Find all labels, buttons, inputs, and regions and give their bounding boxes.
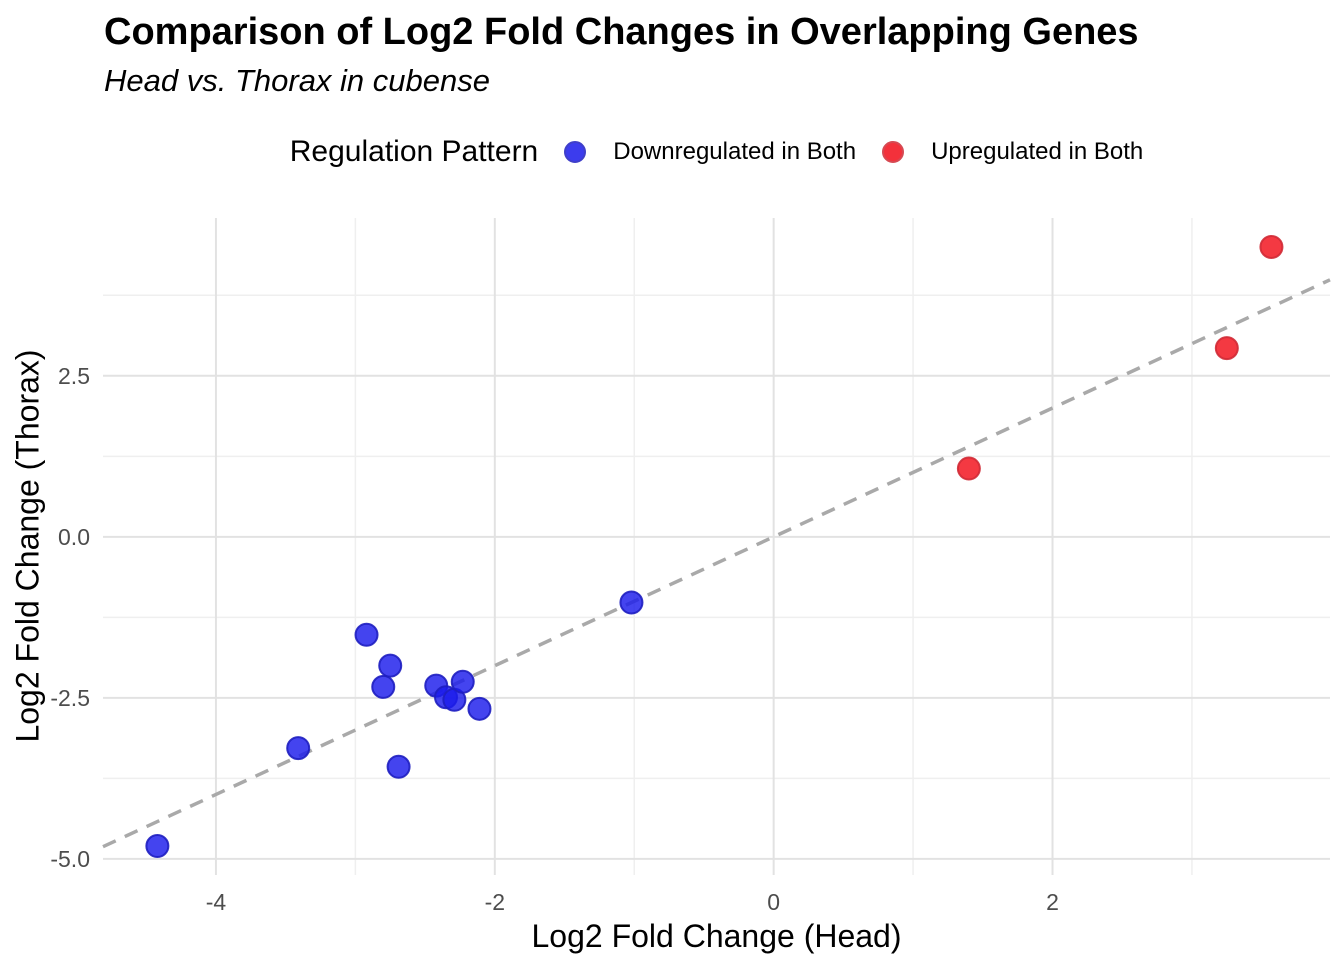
chart-subtitle: Head vs. Thorax in cubense [104, 63, 490, 98]
x-tick-label: -2 [485, 889, 505, 915]
data-point-downregulated [619, 590, 644, 615]
legend-title: Regulation Pattern [289, 135, 539, 168]
data-point-upregulated [956, 456, 981, 481]
data-point-upregulated [1214, 336, 1239, 361]
legend-item-upregulated: Upregulated in Both [882, 138, 1143, 166]
legend: Regulation Pattern Downregulated in Both… [103, 130, 1330, 174]
x-tick-label: 2 [1046, 889, 1059, 915]
data-point-upregulated [1259, 234, 1284, 259]
data-point-downregulated [354, 622, 379, 647]
data-point-downregulated [467, 696, 492, 721]
legend-item-downregulated: Downregulated in Both [564, 138, 856, 166]
y-tick-label: -5.0 [50, 846, 90, 872]
data-point-downregulated [145, 834, 170, 859]
legend-swatch-downregulated-icon [564, 141, 587, 163]
data-point-downregulated [386, 754, 411, 779]
legend-swatch-upregulated-icon [882, 141, 905, 163]
data-point-downregulated [286, 736, 311, 761]
data-point-downregulated [371, 674, 396, 699]
chart-title: Comparison of Log2 Fold Changes in Overl… [104, 11, 1139, 53]
x-tick-label: -4 [206, 889, 227, 915]
y-tick-label: 0.0 [58, 524, 90, 550]
identity-reference-line [102, 278, 1331, 849]
data-point-downregulated [450, 669, 475, 694]
x-axis-title: Log2 Fold Change (Head) [531, 918, 902, 954]
legend-label-downregulated: Downregulated in Both [613, 138, 857, 165]
x-tick-label: 0 [767, 889, 780, 915]
legend-label-upregulated: Upregulated in Both [931, 138, 1144, 165]
y-tick-label: 2.5 [58, 363, 90, 389]
y-tick-label: -2.5 [50, 685, 90, 711]
data-point-downregulated [378, 653, 403, 678]
